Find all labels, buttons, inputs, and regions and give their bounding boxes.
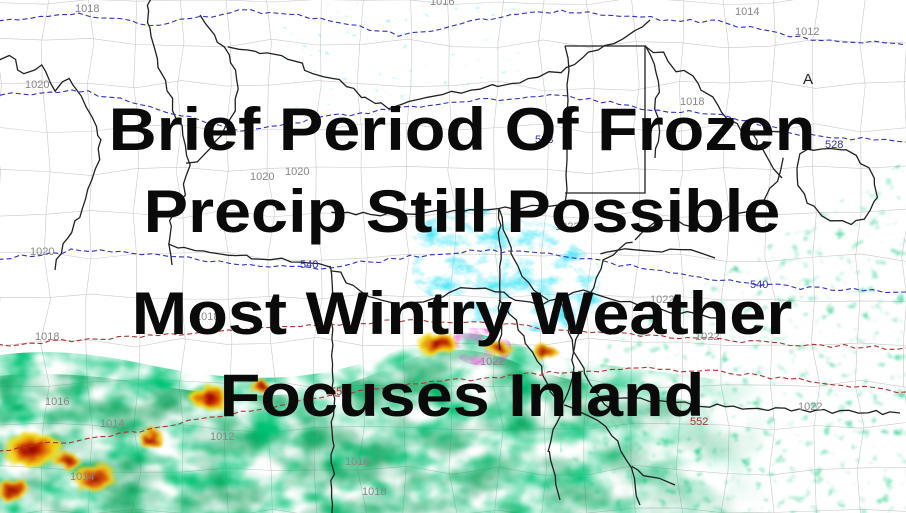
svg-text:A: A <box>803 71 813 88</box>
svg-text:540: 540 <box>300 259 318 271</box>
svg-text:1014: 1014 <box>70 471 94 483</box>
svg-text:1018: 1018 <box>75 3 99 15</box>
svg-text:1014: 1014 <box>735 6 759 18</box>
svg-text:1020: 1020 <box>285 166 309 178</box>
svg-text:1020: 1020 <box>30 246 54 258</box>
svg-text:1016: 1016 <box>430 0 454 8</box>
svg-text:1018: 1018 <box>362 486 386 498</box>
svg-text:1018: 1018 <box>345 456 369 468</box>
svg-text:1020: 1020 <box>25 79 49 91</box>
svg-text:1012: 1012 <box>210 431 234 443</box>
svg-text:1012: 1012 <box>795 26 819 38</box>
